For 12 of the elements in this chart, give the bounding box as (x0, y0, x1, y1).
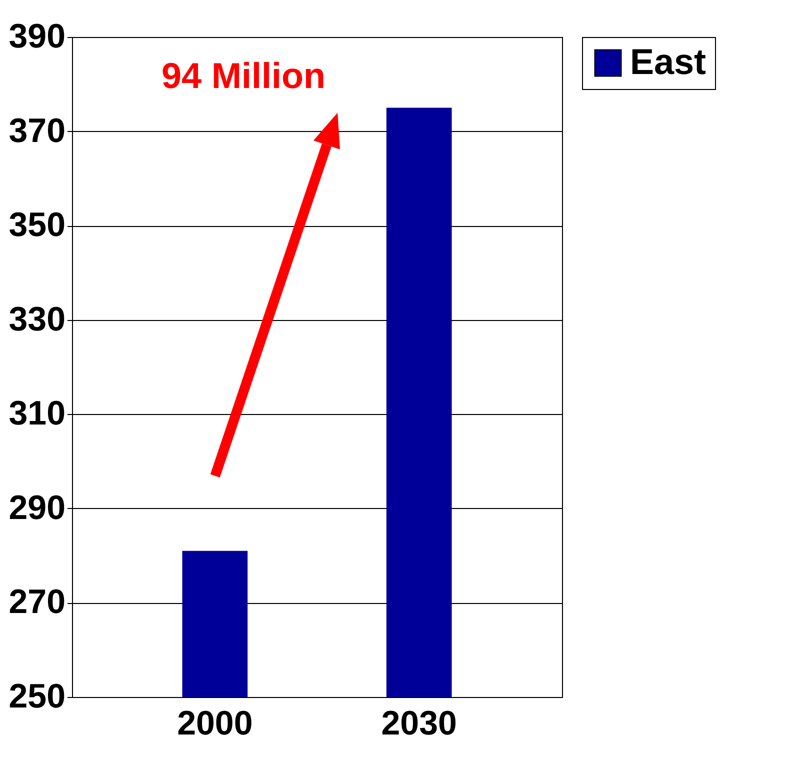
y-tick-label: 370 (8, 112, 66, 150)
y-tick-label: 350 (8, 206, 66, 244)
annotation: 94 Million (161, 55, 326, 96)
y-tick-label: 330 (8, 300, 66, 338)
x-tick-label: 2000 (177, 704, 253, 742)
y-tick-label: 270 (8, 583, 66, 622)
y-tick-label: 310 (8, 394, 66, 433)
y-tick-label: 390 (8, 18, 66, 56)
x-tick-label: 2030 (381, 704, 457, 742)
y-tick-label: 290 (8, 488, 66, 527)
legend-label: East (630, 41, 706, 82)
y-tick-label: 250 (8, 678, 66, 716)
